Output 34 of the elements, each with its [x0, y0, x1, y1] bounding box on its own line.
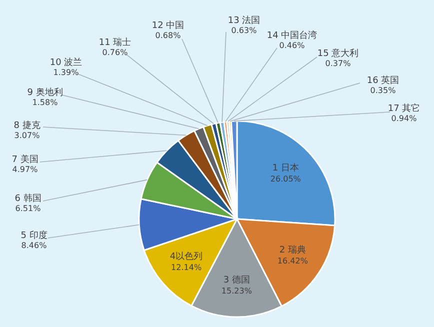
data-label: 12.14% — [171, 263, 202, 272]
data-label: 1.58% — [32, 98, 58, 107]
data-label: 16.42% — [277, 256, 308, 266]
data-label: 1.39% — [53, 68, 80, 77]
data-label: 0.35% — [370, 86, 396, 95]
data-label: 15.23% — [221, 286, 252, 296]
slice-label: 3 德国 — [223, 274, 250, 286]
data-label: 4.97% — [12, 165, 38, 174]
data-label: 0.37% — [325, 59, 352, 68]
slice-label: 15 意大利 — [317, 48, 359, 59]
slice-label: 7 美国 — [12, 154, 38, 165]
slice-label: 8 捷克 — [14, 120, 40, 131]
slice-label: 16 英国 — [366, 75, 400, 86]
data-label: 6.51% — [15, 204, 42, 213]
data-label: 0.63% — [231, 26, 258, 35]
slice-label: 2 瑞典 — [279, 244, 306, 256]
data-label: 0.76% — [102, 48, 128, 57]
slice-label: 10 波兰 — [50, 57, 82, 68]
data-label: 0.46% — [279, 41, 306, 50]
slice-label: 4以色列 — [170, 251, 203, 262]
slice-label: 1 日本 — [272, 162, 299, 174]
data-label: 26.05% — [270, 174, 302, 184]
data-label: 0.68% — [155, 31, 182, 40]
slice-label: 13 法国 — [228, 15, 260, 26]
slice-label: 6 韩国 — [14, 193, 42, 204]
slice-label: 5 印度 — [20, 230, 48, 241]
slice-label: 14 中国台湾 — [266, 30, 318, 41]
data-label: 8.46% — [21, 241, 48, 250]
data-label: 0.94% — [391, 114, 418, 123]
data-label: 3.07% — [14, 131, 40, 140]
slice-label: 9 奥地利 — [27, 87, 63, 98]
slice-label: 17 其它 — [388, 103, 420, 114]
slice-label: 11 瑞士 — [98, 37, 132, 48]
slice-label: 12 中国 — [152, 20, 184, 31]
